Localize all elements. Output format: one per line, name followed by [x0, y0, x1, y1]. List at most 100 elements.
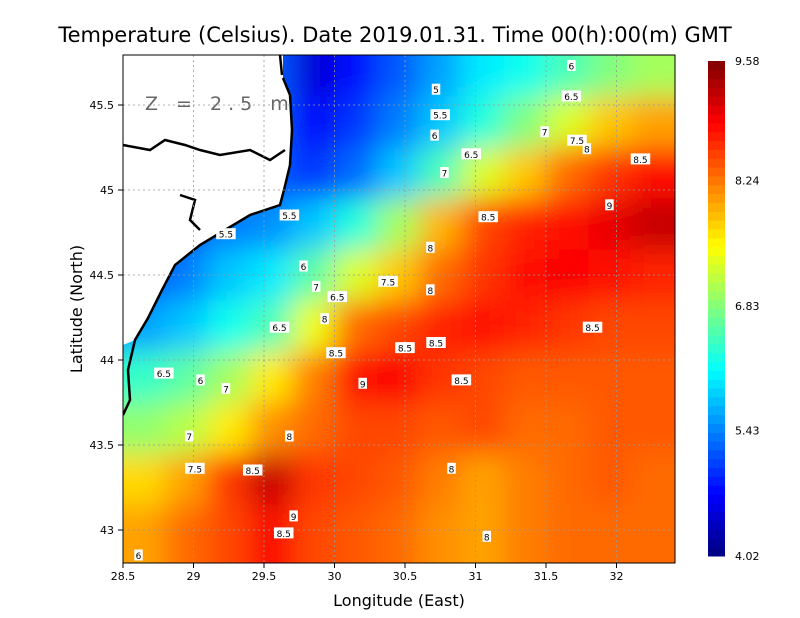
colorbar-segment	[708, 131, 725, 142]
contour-label: 6.5	[269, 321, 290, 334]
colorbar-segment	[708, 343, 725, 354]
contour-label-bg	[540, 126, 549, 138]
colorbar-segment	[708, 167, 725, 177]
colorbar-segment	[708, 511, 725, 522]
contour-label-text: 6	[301, 263, 307, 273]
colorbar-segment	[708, 184, 725, 195]
y-tick-label: 44.5	[90, 269, 115, 282]
heatmap-cell	[503, 402, 547, 455]
heatmap-cell	[588, 351, 632, 404]
contour-label-bg	[395, 342, 415, 354]
contour-label-bg	[279, 209, 300, 221]
colorbar-tick-label: 5.43	[735, 424, 760, 437]
x-tick-label: 30	[328, 570, 342, 583]
land-polygon	[123, 55, 292, 345]
heatmap-cell	[376, 351, 421, 404]
contour-label-bg	[431, 83, 441, 95]
y-axis-ticks: 43 43.5 44 44.5 45 45.5	[90, 99, 123, 537]
contour-label-bg	[289, 510, 298, 522]
heatmap-cell	[588, 55, 632, 98]
colorbar-segment	[708, 281, 725, 292]
contour-label: 8.5	[242, 464, 263, 477]
heatmap-cell	[630, 198, 675, 251]
heatmap-cell	[546, 147, 590, 200]
contour-label-text: 8	[484, 533, 490, 543]
colorbar-segment	[708, 441, 725, 451]
contour-label-text: 9	[360, 380, 366, 390]
contour-label-text: 8.5	[329, 350, 343, 360]
contour-label-bg	[311, 280, 321, 292]
contour-label: 6.5	[154, 367, 174, 380]
heatmap-cell	[630, 300, 675, 353]
heatmap-cell	[249, 402, 294, 455]
y-tick-label: 45	[100, 184, 114, 197]
heatmap-cell	[207, 249, 251, 302]
contour-label: 6	[567, 59, 576, 72]
colorbar-segment	[708, 299, 725, 309]
colorbar-segment	[708, 529, 725, 539]
contour-label-bg	[567, 59, 576, 71]
heatmap-cell	[292, 96, 336, 149]
heatmap-cell	[249, 453, 294, 506]
contour-label-bg	[567, 134, 587, 146]
heatmap-cell	[207, 453, 251, 506]
contour-label-text: 6.5	[330, 294, 344, 304]
contour-label-bg	[242, 464, 263, 476]
x-tick-label: 32	[610, 570, 624, 583]
colorbar-segment	[708, 405, 725, 416]
colorbar-segment	[708, 246, 725, 256]
contour-label-bg	[134, 549, 143, 561]
contour-label: 6.5	[561, 90, 582, 103]
colorbar-segment	[708, 547, 725, 557]
contour-label-text: 8.5	[429, 340, 443, 350]
heatmap-cell	[376, 504, 421, 563]
colorbar-segment	[708, 335, 725, 345]
heatmap-cell	[334, 55, 378, 98]
heatmap-cell	[419, 249, 463, 302]
x-tick-label: 29	[187, 570, 201, 583]
heatmap-cell	[123, 504, 167, 563]
plot-frame	[122, 54, 676, 564]
colorbar-segment	[708, 432, 725, 442]
contour-label: 5.5	[279, 209, 300, 222]
heatmap-cell	[376, 453, 421, 506]
contour-label-text: 8.5	[277, 530, 291, 540]
heatmap-cell	[419, 453, 463, 506]
colorbar-segment	[708, 228, 725, 239]
contour-label-text: 8.5	[246, 467, 260, 477]
contour-label: 8.5	[582, 321, 603, 334]
contour-label: 8.5	[478, 211, 498, 224]
heatmap-cell	[503, 55, 547, 98]
y-tick-label: 44	[100, 354, 114, 367]
heatmap-cell	[376, 96, 421, 149]
contour-label-bg	[426, 337, 446, 348]
contour-label-bg	[561, 90, 582, 102]
heatmap-cell	[292, 504, 336, 563]
contour-label-text: 6.5	[464, 151, 478, 161]
contour-label-bg	[185, 462, 205, 474]
contour-label-text: 6	[569, 62, 575, 72]
contour-label: 6	[196, 374, 205, 387]
heatmap-cell	[419, 96, 463, 149]
heatmap-cell	[419, 198, 463, 251]
heatmap-cell	[207, 351, 251, 404]
contour-label-text: 6	[136, 552, 142, 562]
contour-label: 9	[289, 510, 298, 523]
heatmap-cell	[546, 453, 590, 506]
colorbar-segment	[708, 414, 725, 424]
heatmap-cell	[419, 504, 463, 563]
heatmap-cell	[334, 351, 378, 404]
coastline-lagoon	[123, 55, 286, 231]
heatmap-cell	[503, 351, 547, 404]
y-axis-label: Latitude (North)	[67, 245, 86, 373]
heatmap-cell	[588, 249, 632, 302]
contour-label: 7	[540, 126, 549, 139]
contour-label-bg	[451, 374, 472, 386]
colorbar-segment	[708, 211, 725, 221]
contour-label: 5	[431, 83, 441, 96]
grid-lines	[123, 55, 675, 563]
colorbar-segment	[708, 396, 725, 407]
colorbar-segment	[708, 379, 725, 389]
colorbar-segment	[708, 388, 725, 398]
colorbar-segment	[708, 158, 725, 168]
